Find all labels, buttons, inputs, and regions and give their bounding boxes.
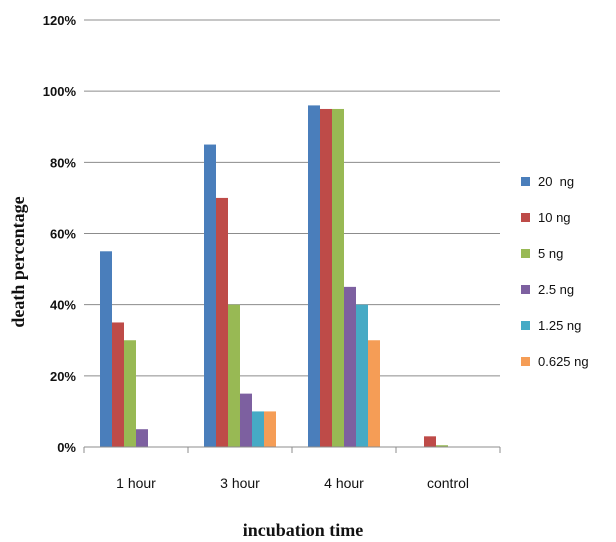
x-tick-label: 4 hour (324, 475, 364, 491)
legend: 20 ng 10 ng 5 ng 2.5 ng 1.25 ng 0.625 ng (521, 174, 589, 369)
legend-swatch (521, 213, 530, 222)
bar (264, 411, 276, 447)
legend-label: 0.625 ng (538, 354, 589, 369)
bar (124, 340, 136, 447)
y-tick-label: 60% (50, 227, 76, 242)
y-axis-title: death percentage (8, 196, 28, 327)
legend-label: 10 ng (538, 210, 571, 225)
legend-swatch (521, 177, 530, 186)
y-tick-label: 20% (50, 369, 76, 384)
bars (100, 105, 448, 448)
bar (424, 436, 436, 447)
legend-label: 5 ng (538, 246, 563, 261)
y-tick-label: 40% (50, 298, 76, 313)
bar (228, 304, 240, 447)
bar (252, 411, 264, 447)
bar (332, 108, 344, 447)
x-tick-label: 3 hour (220, 475, 260, 491)
bar (356, 304, 368, 447)
y-tick-label: 80% (50, 155, 76, 170)
x-axis-ticks: 1 hour 3 hour 4 hour control (116, 475, 469, 491)
bar (240, 393, 252, 447)
bar (344, 286, 356, 447)
x-tick-label: control (427, 475, 469, 491)
y-tick-label: 0% (57, 440, 76, 455)
bar (368, 340, 380, 447)
legend-swatch (521, 321, 530, 330)
legend-swatch (521, 357, 530, 366)
bar (436, 445, 448, 447)
bar (204, 144, 216, 447)
bar (308, 105, 320, 448)
y-axis-ticks: 0% 20% 40% 60% 80% 100% 120% (43, 13, 77, 455)
bar (100, 251, 112, 447)
bar (112, 322, 124, 447)
bar (136, 429, 148, 447)
legend-label: 20 ng (538, 174, 574, 189)
y-tick-label: 100% (43, 84, 77, 99)
bar (320, 108, 332, 447)
legend-label: 2.5 ng (538, 282, 574, 297)
x-tick-label: 1 hour (116, 475, 156, 491)
x-axis (83, 446, 501, 453)
bar (216, 197, 228, 447)
legend-swatch (521, 285, 530, 294)
y-tick-label: 120% (43, 13, 77, 28)
x-axis-title: incubation time (243, 520, 364, 540)
legend-swatch (521, 249, 530, 258)
gridlines (84, 19, 500, 377)
legend-label: 1.25 ng (538, 318, 581, 333)
